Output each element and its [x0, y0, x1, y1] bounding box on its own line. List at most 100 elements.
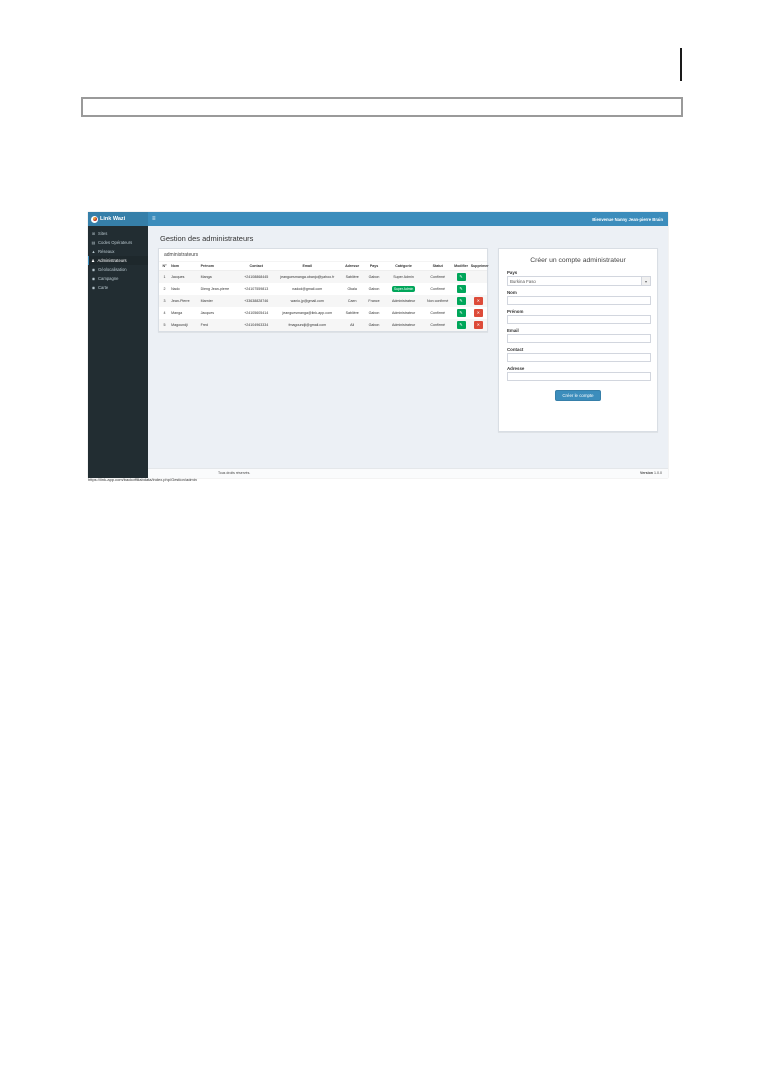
chart-icon: ▲: [91, 249, 96, 254]
admin-app-screenshot: Link Wazi ≡ Bienvenue Nanny Jean-pierre …: [88, 212, 668, 478]
sidebar-item-label: Campagne: [98, 276, 119, 281]
column-header: Pays: [363, 262, 385, 271]
adresse-cell: Sablière: [345, 275, 359, 279]
empty-text-box: [81, 97, 683, 117]
num-cell: 2: [163, 287, 166, 291]
map-marker-icon: ◉: [91, 267, 96, 272]
num-cell: 4: [163, 311, 166, 315]
pays-cell: Gabon: [368, 287, 380, 291]
pays-select[interactable]: Burkina Faso ▾: [507, 276, 651, 286]
categorie-cell: Administrateur: [391, 323, 416, 327]
chevron-down-icon: ▾: [641, 277, 650, 285]
pays-label: Pays: [507, 270, 518, 275]
sidebar-item-sites[interactable]: ⊞ Sites: [88, 229, 148, 238]
nom-cell: Jacques: [171, 275, 185, 279]
statut-cell: Confirmé: [430, 275, 445, 279]
column-header: Email: [274, 262, 341, 271]
pays-cell: Gabon: [368, 311, 380, 315]
supprimer-cell: [470, 271, 487, 284]
table-row: 4 Manga Jacques +24105605414 jeanguesmanga@l…: [159, 307, 487, 319]
sidebar-item-codes-operateurs[interactable]: ▤ Codes Opérateurs: [88, 238, 148, 247]
app-footer: Tous droits réservés. Version 1.0.0: [148, 468, 668, 478]
sidebar-item-carte[interactable]: ◉ Carte: [88, 283, 148, 292]
sidebar-item-geolocalisation[interactable]: ◉ Géolocalisation: [88, 265, 148, 274]
brand-logo-icon: [91, 215, 98, 223]
sidebar-item-label: Codes Opérateurs: [98, 240, 133, 245]
navbar-right-section: ≡ Bienvenue Nanny Jean-pierre Brain: [148, 212, 668, 226]
sidebar-toggle-icon[interactable]: ≡: [152, 216, 156, 222]
edit-icon: ✎: [459, 310, 463, 315]
adresse-cell: Caen: [347, 299, 357, 303]
supprimer-cell: ✕: [470, 307, 487, 319]
contact-field[interactable]: [507, 353, 651, 362]
main-content: Gestion des administrateurs administrate…: [148, 226, 668, 478]
contact-cell: +24104963334: [244, 323, 269, 327]
contact-cell: +33638828746: [244, 299, 269, 303]
supprimer-cell: ✕: [470, 319, 487, 331]
categorie-cell: Super Admin: [393, 275, 414, 279]
email-field[interactable]: [507, 334, 651, 343]
create-admin-form-fields: Pays Burkina Faso ▾ Nom Prénom Email Contact Ad…: [499, 270, 657, 381]
delete-button[interactable]: ✕: [473, 309, 483, 317]
trash-icon: ✕: [476, 322, 481, 327]
column-header: Adresse: [340, 262, 364, 271]
sidebar-item-label: Administrateurs: [97, 258, 127, 263]
footer-version-label: Version: [640, 471, 653, 475]
modifier-cell: ✎: [452, 283, 469, 295]
nom-field[interactable]: [507, 296, 651, 305]
nom-label: Nom: [507, 290, 517, 295]
prenom-cell: Manga: [200, 275, 212, 279]
pays-selected-value: Burkina Faso: [510, 278, 536, 284]
footer-version: Version 1.0.0: [640, 471, 662, 475]
modifier-cell: ✎: [452, 271, 469, 284]
edit-button[interactable]: ✎: [456, 297, 466, 305]
column-header: Modifier: [452, 262, 470, 271]
administrators-panel: administrateurs N° Nom Prénom Contact Email A…: [158, 248, 489, 332]
column-header: Statut: [422, 262, 453, 271]
edit-button[interactable]: ✎: [456, 321, 466, 329]
prenom-field[interactable]: [507, 315, 651, 324]
sidebar-menu: ⊞ Sites ▤ Codes Opérateurs ▲ Réseaux ♟ Administ…: [88, 226, 148, 478]
edit-icon: ✎: [459, 298, 463, 303]
email-cell: jeanguesmanga.obanjo@yahoo.fr: [280, 275, 335, 279]
prenom-cell: Marnier: [200, 299, 213, 303]
edit-button[interactable]: ✎: [456, 285, 466, 293]
administrators-panel-title: administrateurs: [159, 249, 487, 262]
prenom-label: Prénom: [507, 309, 524, 314]
nom-cell: Manga: [171, 311, 183, 315]
statut-cell: Confirmé: [430, 287, 445, 291]
email-label: Email: [507, 328, 519, 333]
prenom-cell: Jacques: [200, 311, 214, 315]
adresse-field[interactable]: [507, 372, 651, 381]
browser-status-url: https://link-app.com/backoffiliabdata/in…: [88, 477, 197, 482]
top-navbar: Link Wazi ≡ Bienvenue Nanny Jean-pierre …: [88, 212, 668, 226]
sidebar-item-campagne[interactable]: ◉ Campagne: [88, 274, 148, 283]
sidebar-item-administrateurs[interactable]: ♟ Administrateurs: [88, 256, 148, 265]
email-cell: jeanguesmanga@link-app.com: [282, 311, 333, 315]
brand[interactable]: Link Wazi: [88, 212, 148, 226]
categorie-badge[interactable]: Super Admin: [391, 286, 416, 292]
edit-button[interactable]: ✎: [456, 309, 466, 317]
create-account-button[interactable]: Créer le compte: [555, 390, 601, 401]
prenom-cell: Dieng Jean-pierre: [200, 287, 230, 291]
edit-button[interactable]: ✎: [456, 273, 466, 281]
nom-cell: Jean-Pierre: [171, 299, 190, 303]
adresse-cell: Okala: [347, 287, 357, 291]
table-row: 3 Jean-Pierre Marnier +33638828746 wanio.jp@…: [159, 295, 487, 307]
contact-cell: +24105605414: [244, 311, 269, 315]
nom-cell: Nado: [171, 287, 180, 291]
pays-cell: Gabon: [368, 323, 380, 327]
column-header: N°: [159, 262, 171, 271]
sidebar-item-reseaux[interactable]: ▲ Réseaux: [88, 247, 148, 256]
categorie-cell: Administrateur: [391, 311, 416, 315]
delete-button[interactable]: ✕: [473, 297, 483, 305]
admin-table-header-row: N° Nom Prénom Contact Email Adresse Pays Catégo…: [159, 262, 489, 271]
modifier-cell: ✎: [452, 319, 469, 331]
categorie-cell: Administrateur: [391, 299, 416, 303]
admin-table-body: 1 Jacques Manga +24108868445 jeanguesmanga.o…: [159, 270, 487, 331]
column-header: Catégorie: [384, 262, 423, 271]
table-row: 1 Jacques Manga +24108868445 jeanguesmanga.o…: [159, 270, 487, 284]
delete-button[interactable]: ✕: [473, 321, 483, 329]
create-admin-panel: Créer un compte administrateur Pays Burki…: [498, 248, 658, 432]
supprimer-cell: [470, 283, 487, 295]
